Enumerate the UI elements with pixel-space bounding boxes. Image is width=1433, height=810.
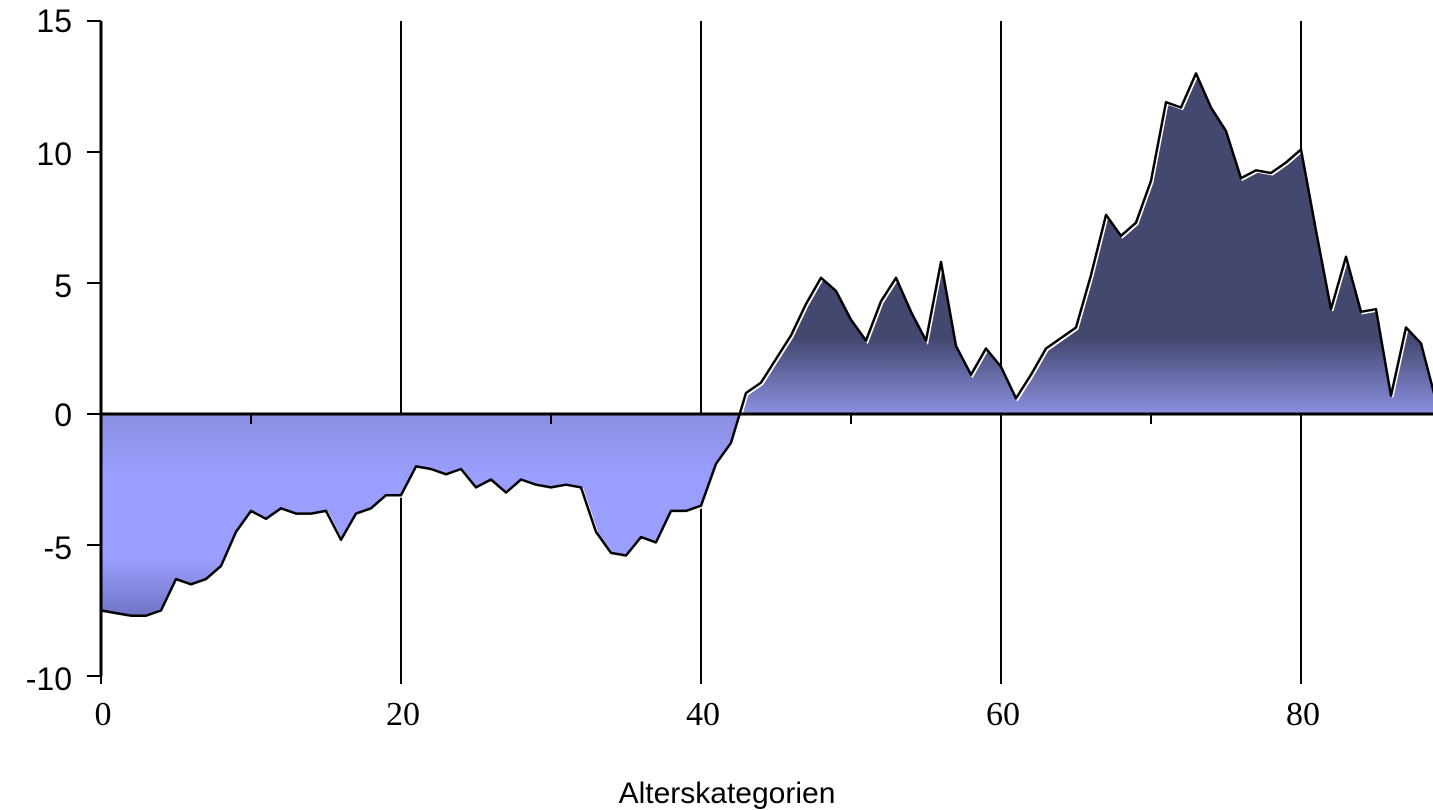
positive-area bbox=[101, 73, 1433, 414]
tick-marks bbox=[87, 20, 1302, 684]
plot-area bbox=[87, 20, 1433, 684]
y-tick-label: -5 bbox=[44, 530, 72, 566]
negative-area bbox=[101, 414, 1433, 616]
series-line bbox=[100, 72, 1433, 617]
y-tick-label: 5 bbox=[54, 268, 72, 304]
x-tick-label: 20 bbox=[386, 696, 420, 733]
x-axis-ticks: 0 20 40 60 80 bbox=[95, 696, 1321, 733]
y-tick-label: 15 bbox=[36, 3, 72, 39]
x-tick-label: 60 bbox=[986, 696, 1020, 733]
x-axis-title: Alterskategorien bbox=[619, 777, 836, 810]
x-tick-label: 0 bbox=[95, 696, 112, 733]
y-tick-label: 10 bbox=[36, 136, 72, 172]
y-tick-label: 0 bbox=[54, 397, 72, 433]
x-tick-label: 40 bbox=[686, 696, 720, 733]
y-tick-label: -10 bbox=[26, 661, 72, 697]
x-tick-label: 80 bbox=[1286, 696, 1320, 733]
y-axis-ticks: 15 10 5 0 -5 -10 bbox=[26, 3, 72, 697]
